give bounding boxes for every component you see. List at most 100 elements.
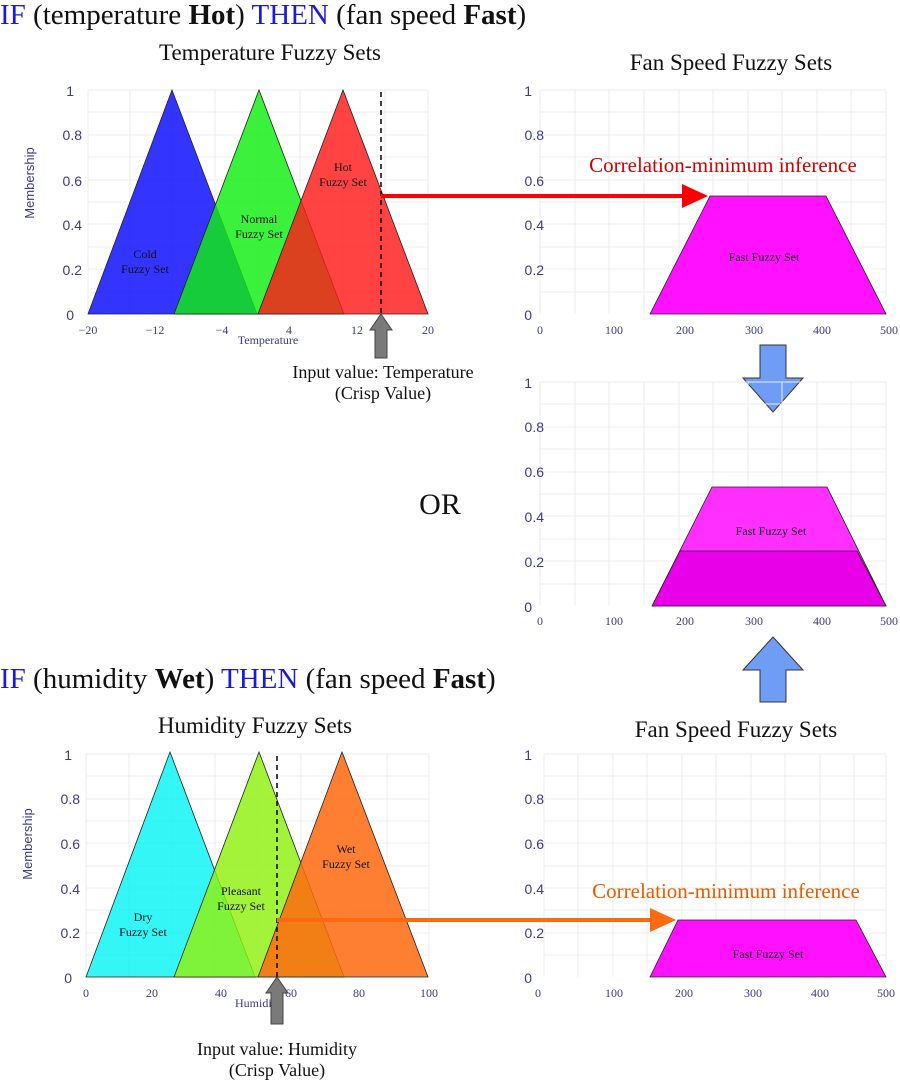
- x-tick: 500: [880, 614, 898, 628]
- x-tick: 20: [146, 986, 158, 1000]
- rule-1-then: THEN: [252, 0, 329, 31]
- x-tick: 300: [744, 986, 762, 1000]
- rule-1-term-fast: Fast: [463, 0, 517, 31]
- y-tick: 1: [66, 83, 74, 99]
- fan-speed-chart-1: Fast Fuzzy Set 1 0.8 0.6 0.4 0.2 0 0 100…: [524, 83, 898, 337]
- x-tick: 20: [422, 323, 434, 337]
- up-arrow: [741, 636, 805, 703]
- x-tick: 100: [605, 986, 623, 1000]
- x-tick: 0: [83, 986, 89, 1000]
- x-tick: 0: [537, 614, 543, 628]
- normal-set-label: Normal Fuzzy Set: [235, 212, 283, 241]
- x-tick: 300: [745, 614, 763, 628]
- humidity-chart: Dry Fuzzy Set Pleasant Fuzzy Set Wet Fuzzy …: [20, 747, 438, 1000]
- rule-2-term-wet: Wet: [155, 663, 205, 695]
- fast-fuzzy-set-clipped-hot: [649, 195, 887, 315]
- rule-2-term-fast: Fast: [433, 663, 487, 695]
- fan-speed-panel-1-title: Fan Speed Fuzzy Sets: [630, 50, 833, 75]
- x-tick: 500: [880, 323, 898, 337]
- fan-speed-panel-2-title: Fan Speed Fuzzy Sets: [635, 717, 838, 742]
- down-arrow: [741, 344, 805, 413]
- combined-set-label: Fast Fuzzy Set: [736, 524, 807, 538]
- hot-set-label: Hot Fuzzy Set: [319, 160, 367, 189]
- x-tick: 300: [745, 323, 763, 337]
- orange-inference-arrow-head: [650, 908, 676, 932]
- x-tick: 200: [676, 614, 694, 628]
- y-tick: 0: [524, 970, 532, 986]
- y-tick: 0: [524, 599, 532, 615]
- x-tick: 100: [420, 986, 438, 1000]
- temperature-panel-title: Temperature Fuzzy Sets: [159, 40, 381, 65]
- rule-1-if: IF: [0, 0, 26, 31]
- y-tick: 0.6: [525, 173, 545, 189]
- temperature-input-label: Input value: Temperature (Crisp Value): [292, 362, 473, 404]
- x-tick: 40: [215, 986, 227, 1000]
- x-tick: 200: [676, 323, 694, 337]
- y-tick: 0.2: [525, 262, 545, 278]
- x-tick: −20: [79, 323, 98, 337]
- y-tick: 0.4: [525, 881, 545, 897]
- y-tick: 0.6: [61, 836, 81, 852]
- combined-fast-set-wet: [651, 550, 887, 607]
- y-tick: 0.2: [525, 925, 545, 941]
- y-tick: 0.8: [525, 419, 545, 435]
- x-tick: 400: [813, 323, 831, 337]
- hot-fuzzy-set: [257, 88, 429, 315]
- x-tick: 0: [535, 986, 541, 1000]
- y-tick: 0.2: [63, 262, 83, 278]
- rule-2-text: IF (humidity Wet) THEN (fan speed Fast): [0, 663, 496, 695]
- x-tick: 100: [605, 614, 623, 628]
- y-tick: 0.2: [525, 554, 545, 570]
- y-tick: 0: [66, 307, 74, 323]
- humidity-y-label: Membership: [20, 808, 35, 880]
- inference-label-2: Correlation-minimum inference: [592, 879, 860, 903]
- x-tick: 4: [286, 323, 292, 337]
- fast-fuzzy-set-clipped-wet: [649, 919, 887, 978]
- y-tick: 0: [64, 970, 72, 986]
- y-tick: 1: [524, 375, 532, 391]
- y-tick: 1: [64, 747, 72, 763]
- x-tick: 200: [675, 986, 693, 1000]
- rule-1-text: IF (temperature Hot) THEN (fan speed Fas…: [0, 0, 526, 31]
- y-tick: 0.8: [525, 791, 545, 807]
- x-tick: 500: [877, 986, 895, 1000]
- y-tick: 1: [524, 747, 532, 763]
- fan-speed-chart-2: Fast Fuzzy Set 1 0.8 0.6 0.4 0.2 0 0 100…: [524, 747, 895, 1000]
- x-tick: 100: [605, 323, 623, 337]
- rule-2-then: THEN: [221, 663, 298, 695]
- x-tick: 60: [285, 986, 297, 1000]
- y-tick: 0.6: [525, 836, 545, 852]
- x-tick: 80: [353, 986, 365, 1000]
- rule-2-if: IF: [0, 663, 26, 695]
- x-tick: −4: [216, 323, 229, 337]
- temperature-x-label: Temperature: [238, 333, 298, 347]
- y-tick: 0.6: [63, 173, 83, 189]
- x-tick: 400: [811, 986, 829, 1000]
- y-tick: 0.4: [525, 509, 545, 525]
- humidity-panel-title: Humidity Fuzzy Sets: [158, 713, 352, 738]
- y-tick: 1: [524, 83, 532, 99]
- y-tick: 0.8: [61, 791, 81, 807]
- red-inference-arrow-head: [682, 184, 708, 208]
- pleasant-set-label: Pleasant Fuzzy Set: [217, 884, 265, 913]
- y-tick: 0.4: [61, 881, 81, 897]
- wet-set-label: Wet Fuzzy Set: [322, 842, 370, 871]
- fast-set-label-2: Fast Fuzzy Set: [733, 947, 804, 961]
- y-tick: 0.2: [61, 925, 81, 941]
- cold-set-label: Cold Fuzzy Set: [121, 247, 169, 276]
- rule-1-term-hot: Hot: [188, 0, 235, 31]
- x-tick: 0: [537, 323, 543, 337]
- y-tick: 0.8: [525, 127, 545, 143]
- y-tick: 0.6: [525, 464, 545, 480]
- y-tick: 0.4: [63, 217, 83, 233]
- humidity-input-arrow: [265, 976, 289, 1025]
- temperature-chart: Cold Fuzzy Set Normal Fuzzy Set Hot Fuzzy S…: [22, 83, 434, 347]
- inference-label-1: Correlation-minimum inference: [589, 153, 857, 177]
- temperature-input-arrow: [369, 313, 393, 359]
- humidity-x-label: Humidity: [235, 996, 281, 1010]
- x-tick: −12: [146, 323, 165, 337]
- fast-set-label: Fast Fuzzy Set: [729, 250, 800, 264]
- x-tick: 400: [813, 614, 831, 628]
- x-tick: 12: [351, 323, 363, 337]
